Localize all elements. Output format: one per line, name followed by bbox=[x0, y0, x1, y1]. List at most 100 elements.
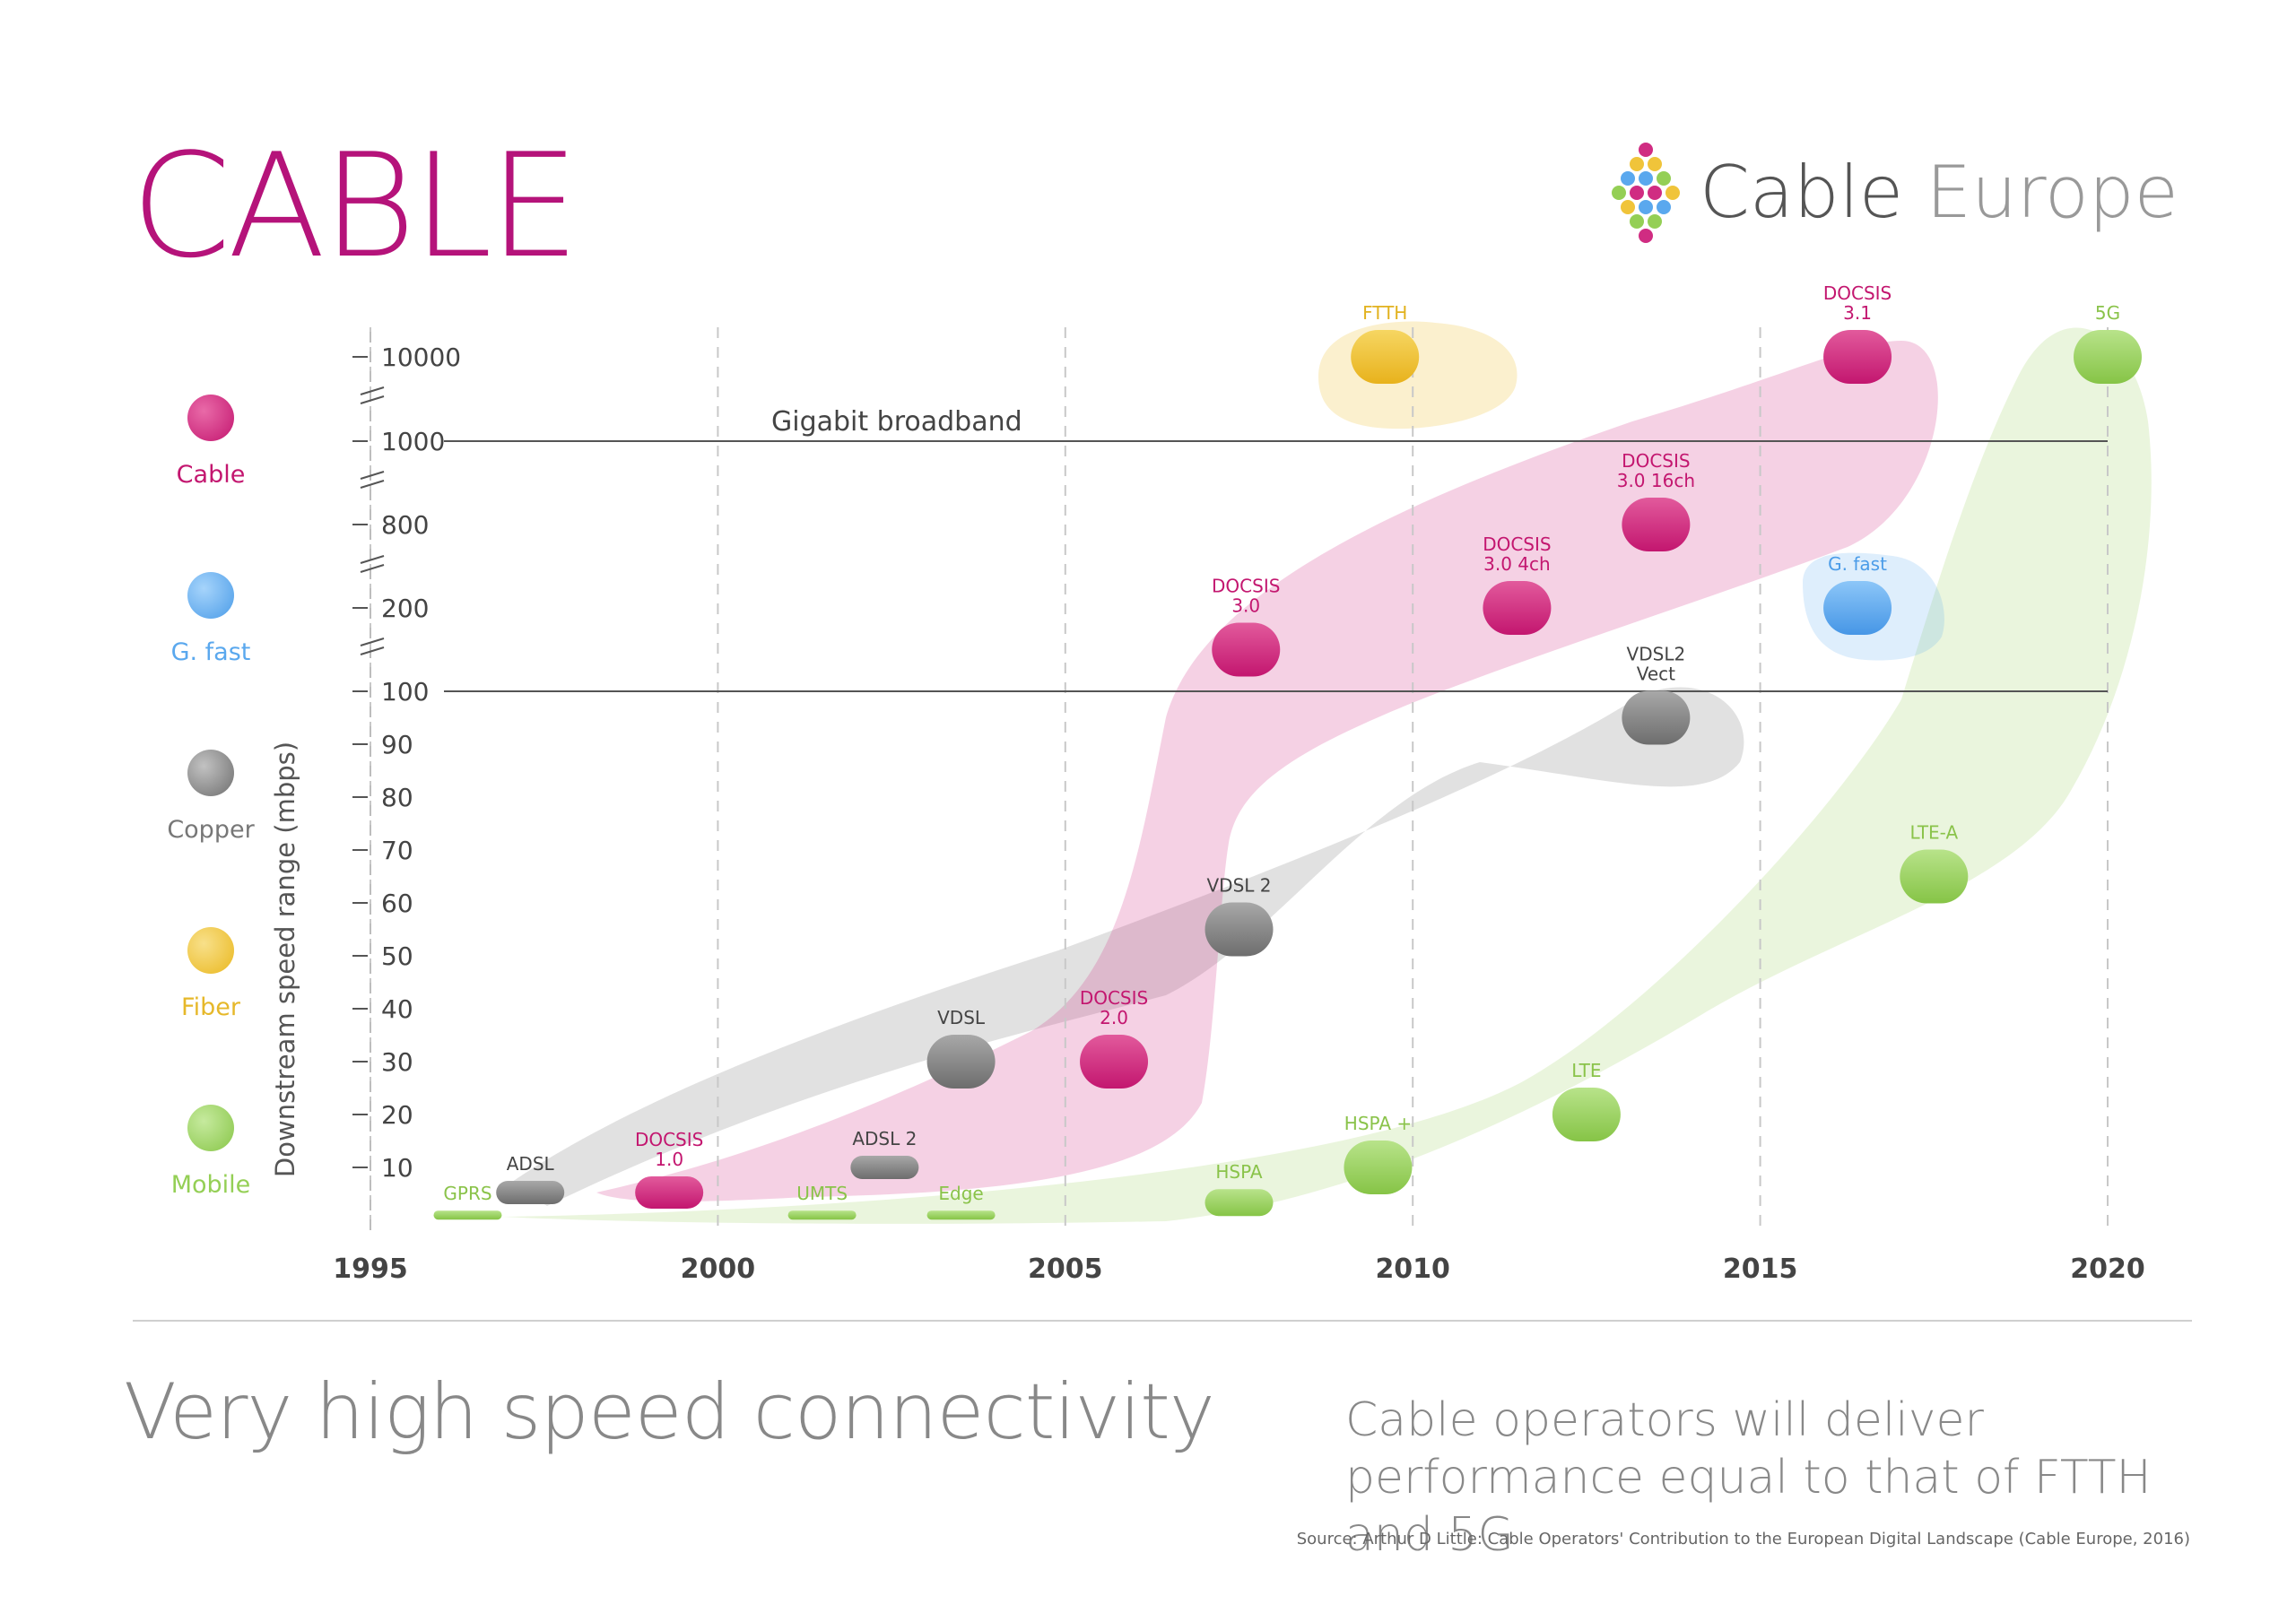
logo-dot bbox=[1657, 200, 1671, 214]
data-label: GPRS bbox=[443, 1183, 491, 1204]
data-point bbox=[850, 1156, 919, 1179]
legend-label: Mobile bbox=[170, 1171, 251, 1199]
gfast-dot-icon bbox=[187, 572, 234, 619]
y-tick-label: 100 bbox=[381, 677, 429, 707]
data-point bbox=[1622, 498, 1691, 551]
logo-dot bbox=[1639, 171, 1653, 186]
legend-label: G. fast bbox=[170, 638, 251, 666]
page-subtitle: Very high speed connectivity bbox=[124, 1367, 1215, 1457]
data-point bbox=[635, 1176, 704, 1209]
data-point bbox=[1823, 581, 1892, 635]
logo-dot bbox=[1648, 186, 1662, 200]
logo-dot bbox=[1665, 186, 1680, 200]
cable-europe-logo-icon bbox=[1612, 143, 1680, 243]
legend-item-copper: Copper bbox=[135, 750, 287, 844]
y-tick-label: 80 bbox=[381, 783, 413, 812]
y-axis: 10000 1000 800 200 100 90 80 70 60 50 40 30 20 10 bbox=[352, 332, 461, 1230]
cable-dot-icon bbox=[187, 395, 234, 441]
data-point bbox=[2074, 330, 2142, 384]
logo-dot bbox=[1630, 214, 1644, 229]
mobile-dot-icon bbox=[187, 1105, 234, 1151]
x-tick-label: 2010 bbox=[1375, 1253, 1450, 1285]
y-tick-label: 10 bbox=[381, 1153, 413, 1183]
data-label: VDSL 2 bbox=[1206, 875, 1271, 897]
legend-item-mobile: Mobile bbox=[135, 1105, 287, 1199]
data-point bbox=[496, 1181, 565, 1204]
source-note: Source: Arthur D Little: Cable Operators… bbox=[1296, 1530, 2190, 1548]
copper-dot-icon bbox=[187, 750, 234, 796]
data-label: VDSL2 Vect bbox=[1627, 644, 1686, 685]
legend-item-cable: Cable bbox=[135, 395, 287, 489]
legend-label: Cable bbox=[176, 461, 246, 489]
copper-band bbox=[509, 687, 1744, 1206]
axis-break-mark bbox=[360, 471, 385, 480]
logo-dot bbox=[1648, 214, 1662, 229]
data-label: G. fast bbox=[1828, 553, 1887, 575]
logo-dot bbox=[1630, 186, 1644, 200]
x-tick-label: 1995 bbox=[333, 1253, 408, 1285]
x-tick-label: 2005 bbox=[1028, 1253, 1103, 1285]
data-label: VDSL bbox=[937, 1007, 986, 1028]
logo-dot bbox=[1630, 157, 1644, 171]
x-tick-label: 2000 bbox=[681, 1253, 756, 1285]
y-tick-label: 800 bbox=[381, 510, 429, 540]
axis-break-mark bbox=[360, 555, 385, 564]
data-point bbox=[1483, 581, 1552, 635]
y-tick-label: 10000 bbox=[381, 343, 461, 372]
axis-break-mark bbox=[360, 638, 385, 646]
x-tick-label: 2015 bbox=[1723, 1253, 1798, 1285]
data-label: LTE bbox=[1571, 1060, 1601, 1081]
reference-line-label: Gigabit broadband bbox=[771, 406, 1022, 438]
page-title: CABLE bbox=[131, 122, 579, 290]
logo-dot bbox=[1639, 143, 1653, 157]
axis-break-mark bbox=[360, 646, 385, 655]
data-label: DOCSIS 3.1 bbox=[1823, 282, 1892, 324]
y-tick-label: 70 bbox=[381, 836, 413, 865]
legend-label: Fiber bbox=[181, 993, 240, 1021]
data-label: LTE-A bbox=[1909, 822, 1958, 844]
data-point bbox=[1205, 902, 1274, 957]
data-points: DOCSIS 1.0 DOCSIS 2.0 DOCSIS 3.0 DOCSIS 3.0 4ch… bbox=[433, 282, 2142, 1220]
data-label: DOCSIS 3.0 16ch bbox=[1617, 450, 1695, 491]
fiber-band bbox=[1318, 321, 1518, 429]
data-label: HSPA bbox=[1215, 1161, 1263, 1183]
y-tick-label: 1000 bbox=[381, 427, 445, 456]
data-point bbox=[433, 1210, 502, 1220]
x-axis: 1995 2000 2005 2010 2015 2020 bbox=[333, 1253, 2145, 1285]
data-label: Edge bbox=[938, 1183, 983, 1204]
logo-word-cable: Cable bbox=[1700, 151, 1904, 234]
logo-dot bbox=[1612, 186, 1626, 200]
legend-label: Copper bbox=[167, 816, 255, 844]
gridlines bbox=[370, 327, 2109, 1230]
data-label: HSPA + bbox=[1344, 1113, 1412, 1134]
divider bbox=[133, 1320, 2192, 1322]
y-tick-label: 200 bbox=[381, 594, 429, 623]
data-point bbox=[1351, 330, 1420, 384]
y-tick-label: 50 bbox=[381, 941, 413, 971]
technology-bands bbox=[502, 321, 2152, 1224]
data-point bbox=[1212, 622, 1281, 677]
y-tick-label: 30 bbox=[381, 1047, 413, 1077]
data-point bbox=[787, 1210, 857, 1220]
axis-break-mark bbox=[360, 395, 385, 404]
logo-dot bbox=[1621, 200, 1635, 214]
data-point bbox=[926, 1210, 996, 1220]
y-tick-label: 90 bbox=[381, 730, 413, 759]
reference-lines: Gigabit broadband bbox=[444, 406, 2108, 692]
data-label: DOCSIS 2.0 bbox=[1080, 987, 1148, 1028]
data-point bbox=[1900, 849, 1969, 904]
data-point bbox=[1205, 1189, 1274, 1217]
axis-break-mark bbox=[360, 564, 385, 573]
axis-break-mark bbox=[360, 480, 385, 489]
logo-dot bbox=[1639, 229, 1653, 243]
y-axis-label: Downstream speed range (mbps) bbox=[270, 741, 300, 1178]
data-label: UMTS bbox=[796, 1183, 848, 1204]
data-point bbox=[1622, 690, 1691, 745]
tagline: Cable operators will deliver performance… bbox=[1345, 1393, 2152, 1562]
data-point bbox=[1823, 330, 1892, 384]
data-label: ADSL 2 bbox=[852, 1128, 917, 1149]
data-point bbox=[1080, 1035, 1149, 1089]
data-point bbox=[1552, 1088, 1621, 1141]
logo-dot bbox=[1648, 157, 1662, 171]
